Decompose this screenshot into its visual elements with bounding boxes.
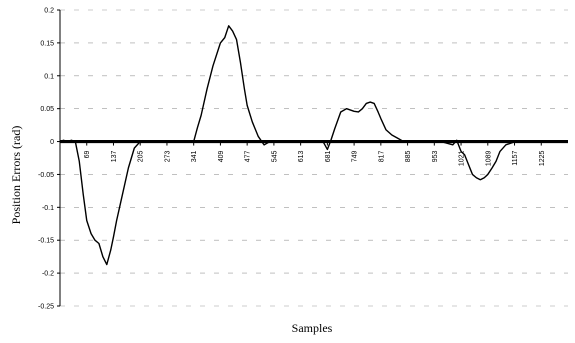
x-tick-label: 613: [298, 150, 305, 162]
x-tick-label: 953: [432, 150, 439, 162]
x-tick-label: 137: [111, 150, 118, 162]
y-tick-label: -0.2: [42, 271, 54, 278]
x-tick-label: 1157: [512, 150, 519, 165]
x-tick-label: 205: [138, 150, 145, 162]
x-tick-label: 885: [405, 150, 412, 162]
x-tick-label: 817: [378, 150, 385, 162]
x-tick-label: 273: [164, 150, 171, 162]
axis-titles: Position Errors (rad) Samples: [9, 126, 333, 335]
x-tick-label: 1089: [485, 150, 492, 166]
y-tick-label: 0.15: [40, 40, 54, 47]
y-tick-label: -0.15: [38, 238, 54, 245]
x-tick-label: 341: [191, 150, 198, 162]
x-axis: 69 137 205 273 341 409 477 545 613 681 749 817 885 95…: [59, 139, 568, 166]
y-tick-label: -0.05: [38, 172, 54, 179]
y-tick-label: 0.1: [44, 73, 54, 80]
y-tick-label: 0.2: [44, 8, 54, 15]
x-tick-label: 69: [84, 150, 91, 158]
x-tick-label: 545: [271, 150, 278, 162]
x-tick-label: 681: [325, 150, 332, 162]
y-axis-title: Position Errors (rad): [9, 126, 23, 225]
x-tick-label: 1021: [459, 150, 466, 166]
position-error-line: [59, 25, 568, 266]
series-group: [59, 25, 568, 266]
x-axis-title: Samples: [292, 321, 333, 335]
y-axis: 0.2 0.15 0.1 0.05 0 -0.05 -0.1 -0.15 -0.2 -0.25: [38, 8, 61, 311]
x-tick-label: 749: [352, 150, 359, 162]
x-tick-label: 477: [245, 150, 252, 162]
y-tick-label: -0.1: [42, 205, 54, 212]
y-tick-label: 0: [50, 139, 54, 146]
x-tick-label: 1225: [539, 150, 546, 166]
y-tick-label: 0.05: [40, 106, 54, 113]
y-tick-label: -0.25: [38, 304, 54, 311]
x-tick-label: 409: [218, 150, 225, 162]
